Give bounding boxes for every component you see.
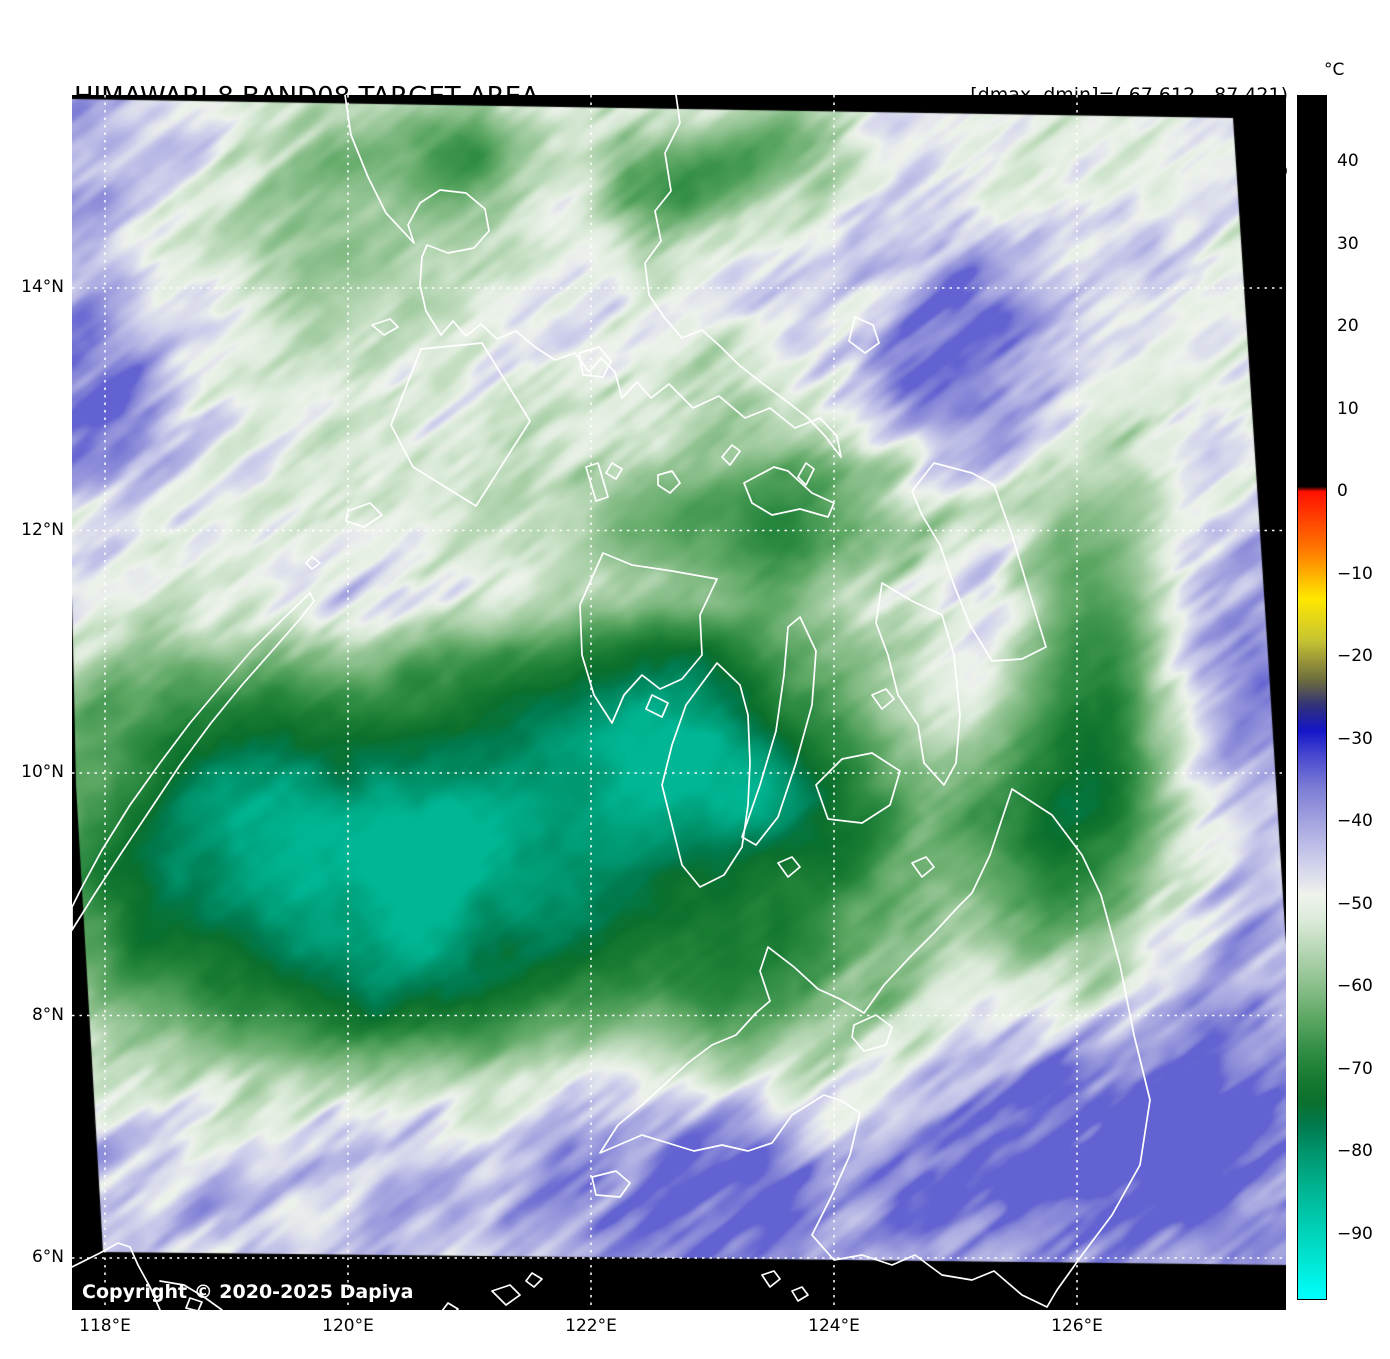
satellite-image — [72, 95, 1286, 1310]
colorbar-tick-label: −30 — [1337, 728, 1373, 749]
lon-tick-label: 126°E — [1051, 1316, 1103, 1336]
lon-tick-label: 118°E — [79, 1316, 131, 1336]
colorbar-tick-label: 30 — [1337, 233, 1359, 254]
colorbar-tick-label: 10 — [1337, 398, 1359, 419]
satellite-map-panel — [72, 95, 1286, 1310]
lon-tick-label: 120°E — [322, 1316, 374, 1336]
map-overlay — [72, 95, 1286, 1310]
colorbar-tick-label: 40 — [1337, 151, 1359, 172]
colorbar-tick-label: −70 — [1337, 1058, 1373, 1079]
lat-tick-label: 14°N — [21, 277, 64, 297]
colorbar-tick-label: −20 — [1337, 646, 1373, 667]
colorbar — [1297, 95, 1327, 1300]
copyright-watermark: Copyright © 2020-2025 Dapiya — [82, 1281, 414, 1303]
lat-tick-label: 6°N — [31, 1247, 64, 1267]
colorbar-tick-label: −80 — [1337, 1141, 1373, 1162]
colorbar-tick-label: −60 — [1337, 976, 1373, 997]
lon-tick-label: 122°E — [565, 1316, 617, 1336]
colorbar-tick-label: −10 — [1337, 563, 1373, 584]
colorbar-tick-label: −40 — [1337, 811, 1373, 832]
lat-tick-label: 10°N — [21, 762, 64, 782]
lat-tick-label: 8°N — [31, 1004, 64, 1025]
colorbar-unit-label: °C — [1324, 60, 1345, 80]
colorbar-tick-label: 0 — [1337, 481, 1348, 502]
colorbar-tick-label: −90 — [1337, 1223, 1373, 1244]
colorbar-tick-label: −50 — [1337, 893, 1373, 914]
latlon-gridlines — [72, 95, 1286, 1310]
lat-tick-label: 12°N — [21, 519, 64, 540]
colorbar-tick-label: 20 — [1337, 316, 1359, 337]
coastlines — [72, 95, 1151, 1310]
lon-tick-label: 124°E — [808, 1316, 860, 1336]
